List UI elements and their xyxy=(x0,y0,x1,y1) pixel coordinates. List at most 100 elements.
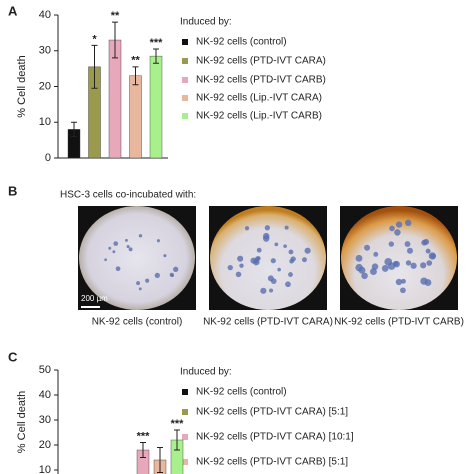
cell xyxy=(283,244,287,248)
panel-label: A xyxy=(8,3,18,18)
cell xyxy=(267,275,274,282)
legend-label: NK-92 cells (PTD-IVT CARA) xyxy=(196,56,326,67)
y-tick-label: 20 xyxy=(39,439,51,451)
cell xyxy=(425,248,431,254)
y-tick-label: 30 xyxy=(39,414,51,426)
legend-label: NK-92 cells (PTD-IVT CARB) [5:1] xyxy=(196,457,348,468)
legend-swatch xyxy=(182,459,188,465)
cell xyxy=(406,247,413,254)
cell xyxy=(355,254,363,262)
cell xyxy=(388,241,395,247)
significance-label: *** xyxy=(150,37,164,49)
cell xyxy=(115,266,121,272)
cell xyxy=(227,264,233,271)
bar xyxy=(129,75,142,159)
significance-label: ** xyxy=(131,55,140,67)
cell xyxy=(173,266,179,272)
y-axis-label: % Cell death xyxy=(16,391,28,453)
cell xyxy=(239,263,244,268)
significance-label: *** xyxy=(137,430,151,442)
cell xyxy=(112,250,116,254)
cell xyxy=(138,234,143,238)
legend-title: Induced by: xyxy=(180,17,232,28)
cell xyxy=(288,272,293,277)
cell xyxy=(395,278,403,286)
error-bar xyxy=(157,447,163,473)
cell xyxy=(288,249,294,255)
cell xyxy=(394,229,401,236)
cell xyxy=(400,278,406,284)
legend-label: NK-92 cells (control) xyxy=(196,387,287,398)
cell xyxy=(113,241,119,246)
cell xyxy=(145,278,150,283)
legend-swatch xyxy=(182,113,188,119)
cell xyxy=(361,272,368,280)
cell xyxy=(381,265,389,272)
significance-label: * xyxy=(92,33,97,45)
cell xyxy=(301,257,307,263)
legend-label: NK-92 cells (control) xyxy=(196,37,287,48)
significance-label: ** xyxy=(111,10,120,22)
cell xyxy=(128,247,133,252)
panel-label: C xyxy=(8,349,18,364)
panel-label: B xyxy=(8,183,17,198)
cell xyxy=(156,239,161,243)
cell xyxy=(393,260,399,266)
cell xyxy=(426,260,433,266)
legend-swatch xyxy=(182,95,188,101)
legend-swatch xyxy=(182,434,188,440)
legend-title: Induced by: xyxy=(180,367,232,378)
cell xyxy=(136,281,141,286)
cell xyxy=(405,260,412,266)
cell xyxy=(154,272,160,278)
legend-label: NK-92 cells (Lip.-IVT CARA) xyxy=(196,93,322,104)
cell xyxy=(244,226,250,231)
error-bar xyxy=(174,429,180,451)
cell xyxy=(104,258,107,262)
error-bar xyxy=(132,66,139,86)
cell xyxy=(163,254,167,258)
legend-label: NK-92 cells (PTD-IVT CARA) [10:1] xyxy=(196,432,354,443)
legend-swatch xyxy=(182,389,188,395)
cell xyxy=(420,262,427,269)
cell xyxy=(269,288,274,293)
legend-swatch xyxy=(182,58,188,64)
micrograph xyxy=(78,206,196,310)
image-caption: NK-92 cells (PTD-IVT CARB) xyxy=(334,317,464,328)
cell xyxy=(384,257,393,266)
cell xyxy=(405,219,412,227)
legend-swatch xyxy=(182,77,188,83)
micrograph xyxy=(209,206,327,310)
cell xyxy=(274,242,279,247)
cell xyxy=(138,287,142,291)
cell xyxy=(430,253,436,259)
error-bar xyxy=(140,442,146,458)
cell xyxy=(264,225,270,231)
error-bar xyxy=(112,21,118,59)
y-tick-label: 40 xyxy=(39,389,51,401)
legend-swatch xyxy=(182,39,188,45)
cell xyxy=(125,238,128,242)
significance-label: *** xyxy=(171,418,185,430)
cell xyxy=(108,246,112,250)
y-axis-label: % Cell death xyxy=(16,55,28,117)
cell xyxy=(400,287,406,294)
y-tick-label: 0 xyxy=(45,152,51,164)
error-bar xyxy=(91,44,98,89)
cell xyxy=(373,251,379,257)
y-tick-label: 10 xyxy=(39,464,51,474)
cell xyxy=(235,271,242,278)
error-bar xyxy=(71,121,77,138)
cell xyxy=(255,256,260,262)
cells xyxy=(104,219,437,294)
cell xyxy=(358,266,366,274)
panel-caption: HSC-3 cells co-incubated with: xyxy=(60,190,196,201)
cell xyxy=(270,258,276,264)
image-caption: NK-92 cells (control) xyxy=(92,317,183,328)
cell xyxy=(369,268,377,275)
legend-label: NK-92 cells (PTD-IVT CARB) xyxy=(196,75,326,86)
cell xyxy=(304,247,311,254)
legend-label: NK-92 cells (PTD-IVT CARA) [5:1] xyxy=(196,407,348,418)
cell xyxy=(256,247,262,253)
cell xyxy=(389,225,395,232)
